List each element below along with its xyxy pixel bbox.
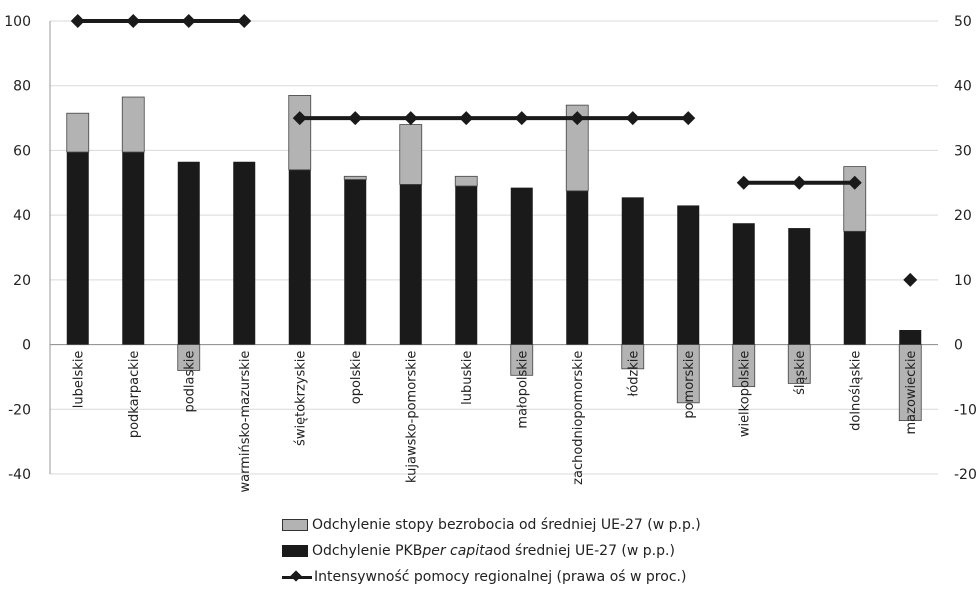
aid-marker [70,14,85,28]
aid-marker [459,111,474,126]
legend-label-gdp-italic: per capita [422,543,494,559]
aid-marker [403,111,418,126]
left-tick-label: 100 [4,14,31,30]
bar-unemployment [399,124,423,185]
bar-unemployment [288,95,312,171]
aid-marker [681,111,696,126]
bar-gdp [66,152,89,345]
category-label: zachodniopomorskie [571,351,586,485]
right-tick-label: 40 [954,79,972,95]
legend-label-gdp-post: od średniej UE-27 (w p.p.) [493,543,675,559]
left-tick-label: 80 [13,79,31,95]
category-label: podlaskie [183,351,198,413]
bar-unemployment [676,344,700,404]
bar-gdp [177,161,200,345]
legend-swatch-black [282,545,308,557]
legend-swatch-gray [282,519,308,531]
aid-marker [903,272,918,287]
left-tick-label: 60 [13,143,31,159]
right-tick-label: 50 [954,14,972,30]
bar-gdp [677,205,700,345]
category-label: warmińsko-mazurskie [238,351,253,493]
category-label: podkarpackie [127,351,142,439]
bar-gdp [899,330,922,345]
right-tick-label: 0 [954,338,963,354]
left-tick-label: -20 [8,402,31,418]
category-label: lubelskie [72,351,87,409]
legend-item-gdp: Odchylenie PKB per capita od średniej UE… [282,538,701,564]
bar-gdp [344,179,367,345]
aid-marker [348,111,363,126]
legend-item-unemployment: Odchylenie stopy bezrobocia od średniej … [282,512,701,538]
aid-marker [625,111,640,126]
right-tick-label: 20 [954,208,972,224]
bar-unemployment [787,344,811,384]
bar-unemployment [621,344,645,370]
right-tick-label: 30 [954,143,972,159]
bar-unemployment [510,344,534,376]
category-label: wielkopolskie [738,351,753,438]
bar-gdp [122,152,145,345]
bar-unemployment [66,112,90,153]
right-tick-label: -10 [954,402,977,418]
right-tick-label: 10 [954,273,972,289]
category-label: opolskie [349,351,364,405]
category-label: śląskie [793,351,808,395]
aid-marker [570,111,585,126]
category-label: lubuskie [460,351,475,405]
bar-gdp [455,186,478,345]
left-tick-label: -40 [8,467,31,483]
category-label: pomorskie [682,351,697,419]
bar-unemployment [898,344,922,422]
left-tick-label: 20 [13,273,31,289]
category-label: świętokrzyskie [294,351,309,446]
category-label: dolnośląskie [849,351,864,431]
legend-item-aid: Intensywność pomocy regionalnej (prawa o… [282,564,701,590]
bar-gdp [233,161,256,345]
aid-marker [292,111,307,126]
legend-label-unemployment: Odchylenie stopy bezrobocia od średniej … [312,517,701,533]
left-tick-label: 40 [13,208,31,224]
aid-marker [126,14,141,28]
bar-gdp [399,184,422,345]
bar-gdp [566,190,589,345]
bar-gdp [510,187,533,345]
bar-unemployment [343,175,367,180]
bar-gdp [288,169,311,345]
bar-unemployment [177,344,201,371]
legend-label-aid: Intensywność pomocy regionalnej (prawa o… [314,569,687,585]
aid-marker [237,14,252,28]
bar-unemployment [454,175,478,187]
category-label: mazowieckie [904,351,919,435]
bar-unemployment [121,96,145,153]
legend-swatch-line [282,571,312,583]
bar-unemployment [732,344,756,388]
bar-unemployment [565,104,589,192]
legend-label-gdp-pre: Odchylenie PKB [312,543,423,559]
aid-marker [847,175,862,190]
bar-gdp [843,231,866,345]
aid-marker [736,175,751,190]
aid-marker [181,14,196,28]
category-label: łódzkie [627,351,642,397]
category-label: kujawsko-pomorskie [405,351,420,483]
aid-marker [792,175,807,190]
left-tick-label: 0 [22,338,31,354]
chart: -40 -20 0 20 40 60 80 100 -20 -10 0 10 20 30 40 50 lubel… [4,14,977,493]
bar-gdp [621,197,644,345]
legend: Odchylenie stopy bezrobocia od średniej … [282,512,701,590]
aid-marker [514,111,529,126]
bar-gdp [788,228,811,345]
category-label: małopolskie [516,351,531,429]
right-tick-label: -20 [954,467,977,483]
bar-gdp [732,223,755,345]
